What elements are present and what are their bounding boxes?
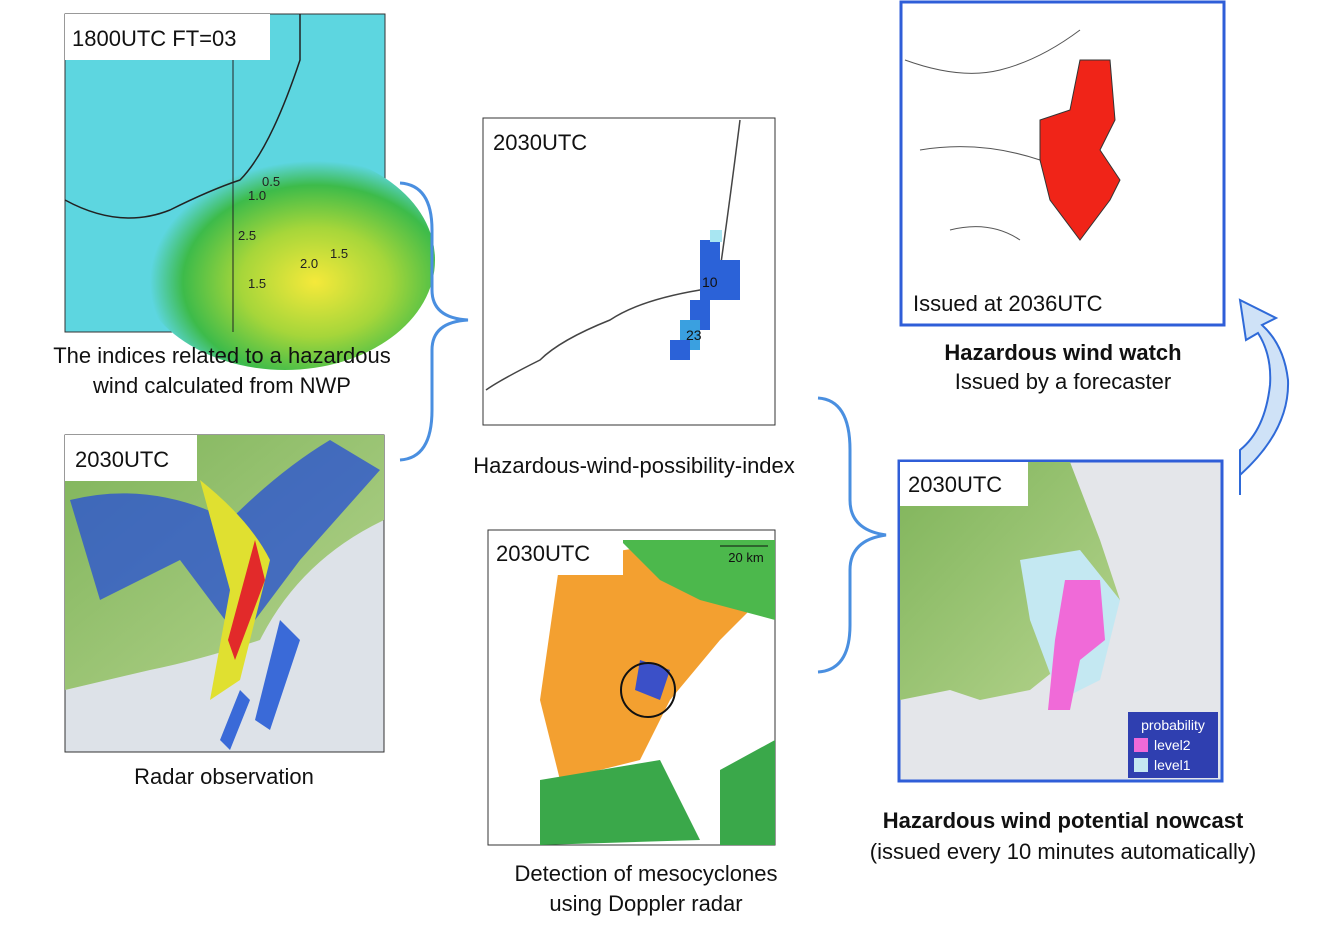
caption: Hazardous-wind-possibility-index	[473, 453, 795, 478]
caption: wind calculated from NWP	[92, 373, 351, 398]
boundaries	[904, 29, 1081, 241]
caption: (issued every 10 minutes automatically)	[870, 839, 1256, 864]
contour-label: 1.5	[248, 276, 266, 291]
legend-swatch	[1134, 758, 1148, 772]
caption: Hazardous wind potential nowcast	[883, 808, 1244, 833]
echo	[220, 620, 300, 750]
caption: Radar observation	[134, 764, 314, 789]
stamp: 2030UTC	[908, 472, 1002, 497]
echo	[620, 540, 775, 620]
legend: probability level2 level1	[1128, 712, 1218, 778]
caption: Issued by a forecaster	[955, 369, 1171, 394]
contour-label: 2.5	[238, 228, 256, 243]
cell	[700, 240, 720, 300]
stamp-box	[65, 435, 197, 481]
echo	[228, 540, 265, 660]
cell-label: 23	[686, 327, 702, 343]
cell	[710, 230, 722, 242]
doppler-panel: 2030UTC 20 km Detection of mesocyclones …	[487, 529, 778, 916]
cell	[720, 260, 740, 300]
index-field	[135, 150, 435, 370]
echo	[200, 480, 270, 700]
contour-label: 0.5	[262, 174, 280, 189]
radar-panel: 2030UTC Radar observation	[64, 434, 385, 789]
legend-swatch	[1134, 738, 1148, 752]
caption: using Doppler radar	[549, 891, 742, 916]
stamp: 2030UTC	[493, 130, 587, 155]
cell	[670, 340, 690, 360]
caption: Detection of mesocyclones	[515, 861, 778, 886]
warned-area	[1039, 59, 1121, 241]
nwp-panel: 1800UTC FT=03 0.5 1.0 2.5 2.0 1.5 1.5 Th…	[53, 13, 435, 398]
caption: The indices related to a hazardous	[53, 343, 391, 368]
stamp-box	[484, 119, 614, 163]
mesocyclone-circle	[620, 662, 676, 718]
stamp-box	[489, 531, 623, 575]
nowcast-panel: 2030UTC probability level2 level1 Hazard…	[870, 459, 1256, 864]
index-cells	[670, 230, 740, 360]
brace	[399, 181, 469, 462]
scale-label: 20 km	[728, 550, 763, 565]
level2-area	[1048, 580, 1105, 710]
stamp: 2030UTC	[75, 447, 169, 472]
contour-label: 2.0	[300, 256, 318, 271]
echo	[540, 760, 700, 845]
stamp-box	[900, 462, 1028, 506]
contour-label: 1.5	[330, 246, 348, 261]
contour-label: 1.0	[248, 188, 266, 203]
stamp: Issued at 2036UTC	[913, 291, 1103, 316]
contour-labels: 0.5 1.0 2.5 2.0 1.5 1.5	[238, 174, 348, 291]
stamp-box	[65, 14, 270, 60]
stamp-box	[903, 283, 1143, 323]
legend-title: probability	[1141, 717, 1205, 733]
cell-label: 10	[702, 274, 718, 290]
echo	[635, 660, 670, 700]
legend-label: level2	[1154, 737, 1191, 753]
brace	[817, 396, 887, 674]
index-panel: 10 23 2030UTC Hazardous-wind-possibility…	[473, 117, 795, 478]
stamp: 2030UTC	[496, 541, 590, 566]
flow-arrow	[1238, 298, 1290, 495]
stamp: 1800UTC FT=03	[72, 26, 236, 51]
coastline	[485, 119, 741, 391]
echo	[720, 740, 775, 845]
watch-panel: Issued at 2036UTC Hazardous wind watch I…	[899, 0, 1226, 394]
coastline	[64, 14, 301, 219]
legend-label: level1	[1154, 757, 1191, 773]
caption: Hazardous wind watch	[944, 340, 1181, 365]
